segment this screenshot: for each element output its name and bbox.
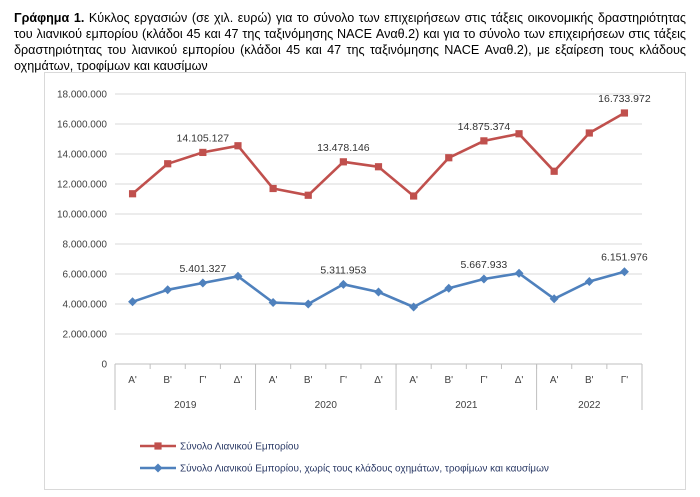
data-point (549, 294, 559, 304)
x-tick-label: Α' (550, 375, 559, 386)
x-tick-label: Γ' (199, 375, 207, 386)
legend-label: Σύνολο Λιανικού Εμπορίου (180, 441, 299, 453)
legend-layer: Σύνολο Λιανικού Εμπορίου Σύνολο Λιανικού … (140, 441, 549, 475)
data-label: 6.151.976 (601, 252, 648, 264)
data-point (163, 285, 173, 295)
data-label: 5.667.933 (461, 259, 508, 271)
x-tick-label: Α' (128, 375, 137, 386)
y-tick-label: 2.000.000 (63, 330, 108, 341)
x-year-label: 2020 (315, 400, 338, 411)
data-point (234, 142, 242, 150)
data-point (199, 148, 207, 157)
x-tick-label: Δ' (234, 375, 243, 386)
data-point (445, 154, 453, 162)
data-point (303, 299, 313, 309)
legend-marker (153, 463, 163, 473)
data-point (338, 279, 348, 289)
x-tick-label: Β' (585, 375, 594, 386)
caption-text: Κύκλος εργασιών (σε χιλ. ευρώ) για το σύ… (14, 11, 686, 73)
axis-layer: 0 2.000.000 4.000.000 6.000.000 8.000.000 10.… (57, 90, 643, 411)
data-point (304, 191, 312, 199)
data-label: 14.875.374 (458, 121, 511, 133)
x-tick-label: Γ' (340, 375, 348, 386)
legend-label: Σύνολο Λιανικού Εμπορίου, χωρίς τους κλά… (180, 463, 549, 475)
series-layer (128, 109, 629, 312)
y-tick-label: 6.000.000 (63, 270, 108, 281)
data-point (410, 192, 418, 200)
x-tick-label: Δ' (374, 375, 383, 386)
x-year-label: 2019 (174, 400, 197, 411)
data-point (128, 190, 137, 198)
caption-label: Γράφημα 1. (14, 11, 85, 25)
data-point (164, 160, 172, 168)
data-point (479, 274, 489, 284)
data-point (514, 268, 524, 278)
grid-layer (115, 93, 642, 365)
x-tick-label: Β' (444, 375, 453, 386)
data-point (480, 137, 488, 145)
data-point (620, 109, 629, 117)
y-tick-label: 0 (101, 360, 107, 371)
data-point (374, 163, 383, 171)
y-tick-label: 12.000.000 (57, 180, 107, 191)
label-layer: 14.105.127 13.478.146 14.875.374 16.733.972… (177, 93, 651, 276)
data-point (550, 167, 558, 175)
x-tick-label: Β' (163, 375, 172, 386)
legend-marker (154, 442, 162, 450)
data-point (619, 267, 629, 277)
x-year-label: 2022 (578, 400, 601, 411)
data-point (198, 278, 208, 288)
data-point (233, 271, 243, 281)
chart-frame (44, 72, 686, 490)
data-point (268, 298, 278, 307)
data-point (515, 130, 523, 138)
y-tick-label: 18.000.000 (57, 90, 107, 101)
data-point (269, 184, 277, 193)
chart-caption: Γράφημα 1. Κύκλος εργασιών (σε χιλ. ευρώ… (14, 10, 686, 74)
x-tick-label: Α' (409, 375, 418, 386)
y-tick-label: 8.000.000 (63, 240, 108, 251)
y-tick-label: 14.000.000 (57, 150, 107, 161)
data-label: 16.733.972 (598, 93, 651, 105)
data-point (444, 283, 454, 293)
y-tick-label: 16.000.000 (57, 120, 107, 131)
data-label: 5.401.327 (179, 263, 226, 275)
y-tick-label: 10.000.000 (57, 210, 107, 221)
data-point (585, 129, 593, 137)
data-label: 14.105.127 (177, 132, 230, 144)
x-tick-label: Γ' (621, 375, 629, 386)
x-tick-label: Γ' (480, 375, 488, 386)
x-tick-label: Α' (269, 375, 278, 386)
y-tick-label: 4.000.000 (63, 300, 108, 311)
data-label: 5.311.953 (320, 264, 366, 276)
x-year-label: 2021 (455, 400, 478, 411)
data-label: 13.478.146 (317, 142, 370, 154)
data-point (339, 158, 347, 166)
data-point (374, 287, 383, 297)
x-tick-label: Β' (304, 375, 313, 386)
data-point (409, 302, 419, 312)
x-tick-label: Δ' (515, 375, 524, 386)
data-point (584, 277, 594, 286)
data-point (128, 297, 138, 307)
